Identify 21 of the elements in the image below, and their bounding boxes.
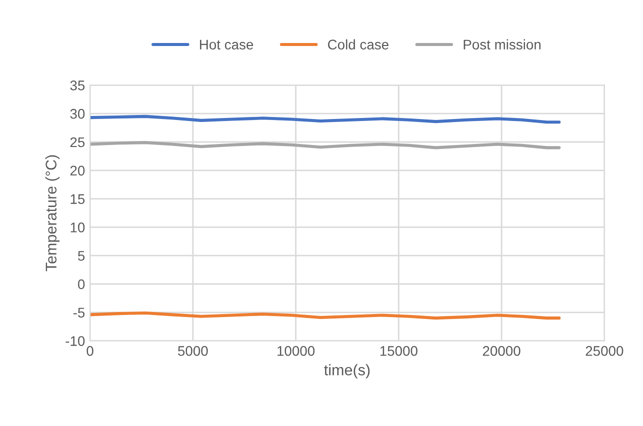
x-tick-label: 15000: [380, 346, 418, 356]
x-tick-label: 20000: [482, 346, 520, 356]
legend-label: Cold case: [328, 39, 388, 50]
y-tick-label: -5: [73, 308, 85, 318]
y-tick-label: 0: [78, 279, 85, 290]
y-tick-label: 15: [70, 194, 85, 204]
y-tick-label: 20: [70, 166, 85, 176]
y-tick-label: -10: [66, 336, 85, 346]
legend-label: Hot case: [200, 40, 254, 50]
y-axis-title: Temperature (°C): [45, 155, 60, 272]
x-tick-label: 10000: [278, 346, 315, 356]
y-tick-label: 10: [70, 222, 85, 232]
x-tick-label: 25000: [586, 346, 624, 356]
y-tick-label: 30: [70, 108, 85, 119]
x-axis-title: time(s): [324, 364, 370, 378]
legend-label: Post mission: [464, 39, 540, 50]
y-tick-label: 35: [70, 80, 85, 90]
y-tick-label: 25: [70, 137, 85, 148]
y-tick-label: 5: [78, 251, 85, 261]
x-tick-label: 5000: [178, 346, 208, 356]
x-tick-label: 0: [86, 346, 94, 356]
